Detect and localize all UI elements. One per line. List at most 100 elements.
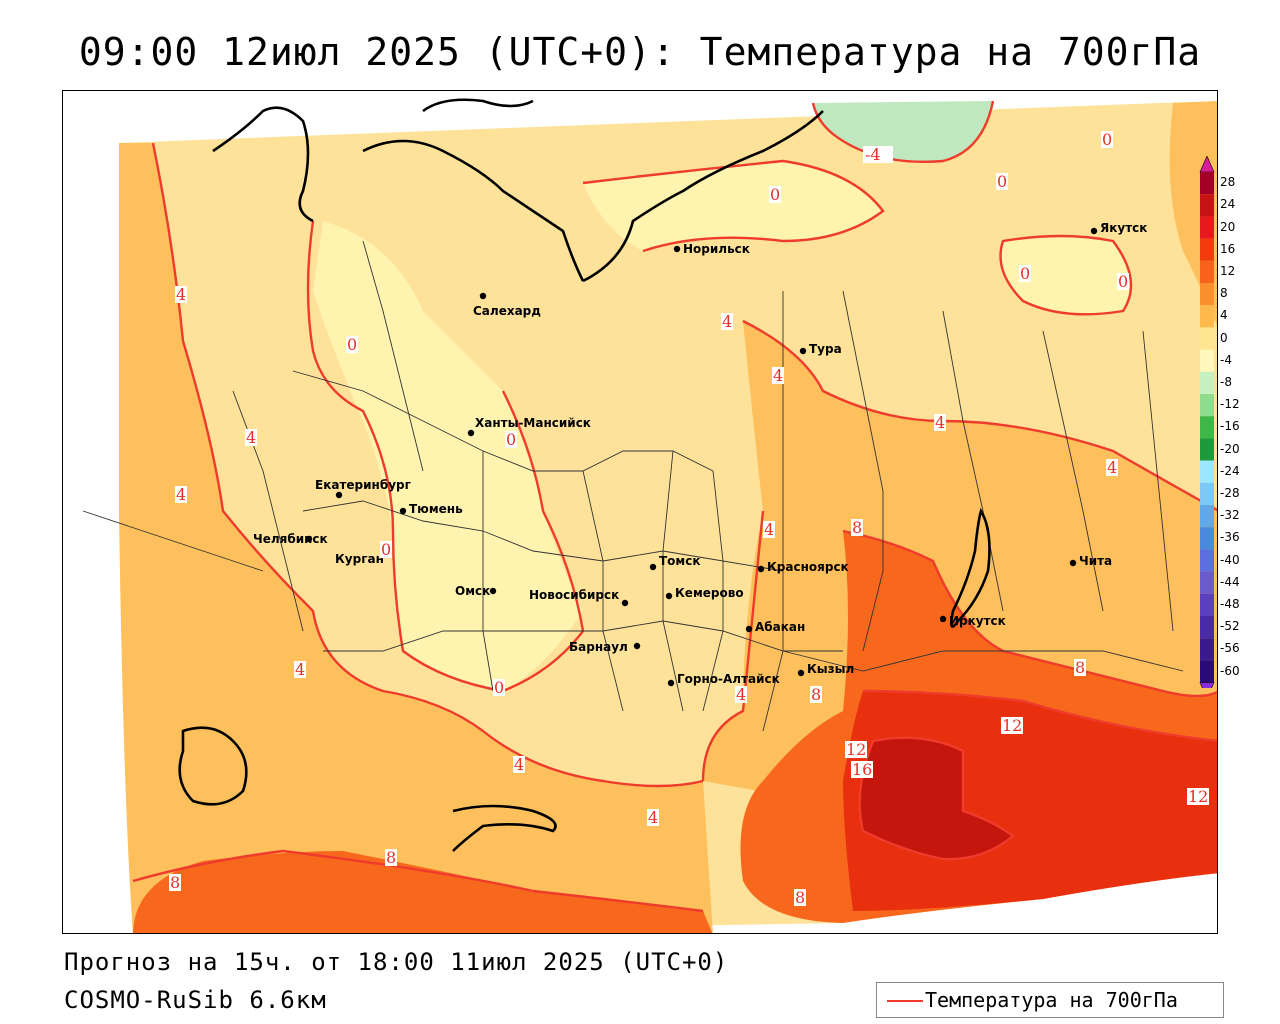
colorbar-tick-label: -52 bbox=[1220, 619, 1240, 634]
svg-text:Ханты-Мансийск: Ханты-Мансийск bbox=[475, 416, 591, 430]
svg-text:4: 4 bbox=[935, 413, 945, 432]
city-abakan[interactable]: Абакан bbox=[745, 620, 805, 634]
city-chita[interactable]: Чита bbox=[1069, 554, 1112, 568]
svg-text:4: 4 bbox=[722, 312, 732, 331]
colorbar-arrow-bottom bbox=[1199, 682, 1215, 688]
city-omsk[interactable]: Омск bbox=[455, 584, 497, 598]
svg-text:Барнаул: Барнаул bbox=[569, 640, 628, 654]
colorbar-tick-label: 20 bbox=[1220, 219, 1236, 234]
isotherm-0-north bbox=[582, 159, 885, 253]
svg-text:8: 8 bbox=[386, 848, 396, 867]
svg-text:Норильск: Норильск bbox=[683, 242, 750, 256]
colorbar-tick-label: -8 bbox=[1220, 374, 1232, 389]
city-kemerovo[interactable]: Кемерово bbox=[665, 586, 744, 600]
city-novosibirsk[interactable]: Новосибирск bbox=[529, 588, 629, 607]
city-norilsk[interactable]: Норильск bbox=[673, 242, 750, 256]
colorbar-segment bbox=[1200, 482, 1214, 505]
svg-text:12: 12 bbox=[1002, 716, 1022, 735]
city-gorno-altaysk[interactable]: Горно-Алтайск bbox=[667, 672, 780, 687]
svg-text:0: 0 bbox=[381, 540, 391, 559]
svg-text:0: 0 bbox=[494, 678, 504, 697]
temp-zone-0to4-core bbox=[313, 221, 583, 691]
isotherm-16 bbox=[858, 736, 1015, 861]
isotherm-label: 0 bbox=[996, 172, 1008, 191]
colorbar-tick-label: -16 bbox=[1220, 419, 1240, 434]
isotherm-label: 4 bbox=[513, 755, 525, 774]
svg-text:8: 8 bbox=[852, 518, 862, 537]
isotherm-8-south bbox=[132, 849, 704, 913]
svg-text:Горно-Алтайск: Горно-Алтайск bbox=[677, 672, 780, 686]
isotherm-label: 16 bbox=[851, 760, 873, 779]
isotherm-label: 8 bbox=[1074, 658, 1086, 677]
svg-text:8: 8 bbox=[170, 873, 180, 892]
temp-zone-16to20 bbox=[859, 737, 1013, 860]
city-tyumen[interactable]: Тюмень bbox=[399, 502, 463, 516]
isotherm-label: 4 bbox=[175, 285, 187, 304]
svg-text:Курган: Курган bbox=[335, 552, 384, 566]
isotherm-label: 0 bbox=[380, 540, 392, 559]
city-khanty-mansiysk[interactable]: Ханты-Мансийск bbox=[467, 416, 591, 437]
svg-text:4: 4 bbox=[736, 685, 746, 704]
city-salekhard[interactable]: Салехард bbox=[473, 292, 541, 318]
colorbar-segment bbox=[1200, 238, 1214, 261]
isotherm-label: 4 bbox=[1106, 458, 1118, 477]
isotherm-label: 8 bbox=[794, 888, 806, 907]
city-yekaterinburg[interactable]: Екатеринбург bbox=[315, 478, 411, 499]
city-tura[interactable]: Тура bbox=[799, 342, 842, 356]
model-name: COSMO-RuSib 6.6км bbox=[64, 986, 327, 1014]
svg-text:0: 0 bbox=[770, 185, 780, 204]
colorbar-segment bbox=[1200, 260, 1214, 283]
legend: Температура на 700гПа bbox=[876, 982, 1224, 1018]
isotherm-label: 4 bbox=[647, 808, 659, 827]
page-title: 09:00 12июл 2025 (UTC+0): Температура на… bbox=[78, 30, 1202, 74]
colorbar-segment bbox=[1200, 460, 1214, 483]
svg-text:Екатеринбург: Екатеринбург bbox=[315, 478, 411, 492]
isotherm-minus4 bbox=[811, 100, 995, 164]
colorbar bbox=[1199, 156, 1215, 688]
svg-text:Тюмень: Тюмень bbox=[409, 502, 463, 516]
colorbar-tick-label: -36 bbox=[1220, 530, 1240, 545]
colorbar-tick-label: -44 bbox=[1220, 574, 1240, 589]
svg-text:Абакан: Абакан bbox=[755, 620, 805, 634]
isotherm-label: 0 bbox=[769, 185, 781, 204]
city-yakutsk[interactable]: Якутск bbox=[1090, 221, 1148, 235]
svg-text:16: 16 bbox=[852, 760, 872, 779]
temperature-map[interactable]: Норильск Якутск Салехард Тура Ханты-Манс… bbox=[63, 91, 1218, 934]
city-tomsk[interactable]: Томск bbox=[649, 554, 701, 571]
svg-text:4: 4 bbox=[176, 485, 186, 504]
svg-text:Омск: Омск bbox=[455, 584, 490, 598]
svg-text:Красноярск: Красноярск bbox=[767, 560, 849, 574]
colorbar-segment bbox=[1200, 172, 1214, 195]
svg-text:0: 0 bbox=[1020, 264, 1030, 283]
legend-line-swatch bbox=[887, 1000, 923, 1002]
svg-text:4: 4 bbox=[1107, 458, 1117, 477]
isotherm-label: 0 bbox=[346, 335, 358, 354]
city-markers: Норильск Якутск Салехард Тура Ханты-Манс… bbox=[253, 221, 1148, 687]
isotherm-4-west bbox=[151, 142, 704, 788]
city-chelyabinsk[interactable]: Челябинск bbox=[253, 532, 328, 546]
colorbar-segment bbox=[1200, 660, 1214, 683]
colorbar-tick-label: -40 bbox=[1220, 552, 1240, 567]
city-irkutsk[interactable]: Иркутск bbox=[939, 614, 1006, 628]
isotherm-4-east bbox=[742, 319, 1217, 512]
colorbar-tick-label: -32 bbox=[1220, 508, 1240, 523]
colorbar-segment bbox=[1200, 216, 1214, 239]
colorbar-segment bbox=[1200, 305, 1214, 328]
temp-zone-0to4-north bbox=[583, 161, 883, 251]
city-krasnoyarsk[interactable]: Красноярск bbox=[757, 560, 849, 574]
legend-label: Температура на 700гПа bbox=[925, 988, 1178, 1012]
map-frame[interactable]: Норильск Якутск Салехард Тура Ханты-Манс… bbox=[62, 90, 1218, 934]
city-kyzyl[interactable]: Кызыл bbox=[797, 662, 854, 677]
isotherm-label: 12 bbox=[1187, 787, 1209, 806]
isotherm-label: 0 bbox=[1019, 264, 1031, 283]
isotherm-0-west bbox=[306, 220, 585, 693]
city-barnaul[interactable]: Барнаул bbox=[569, 640, 641, 654]
colorbar-tick-label: 0 bbox=[1220, 330, 1228, 345]
colorbar-segment bbox=[1200, 194, 1214, 217]
isotherm-labels: -4 0 0 0 0 0 0 0 0 0 4 4 4 4 4 4 4 4 4 4… bbox=[169, 130, 1209, 907]
colorbar-segment bbox=[1200, 438, 1214, 461]
isotherm-label: 0 bbox=[505, 430, 517, 449]
svg-text:Новосибирск: Новосибирск bbox=[529, 588, 619, 602]
isotherm-label: 8 bbox=[851, 518, 863, 537]
colorbar-segment bbox=[1200, 638, 1214, 661]
